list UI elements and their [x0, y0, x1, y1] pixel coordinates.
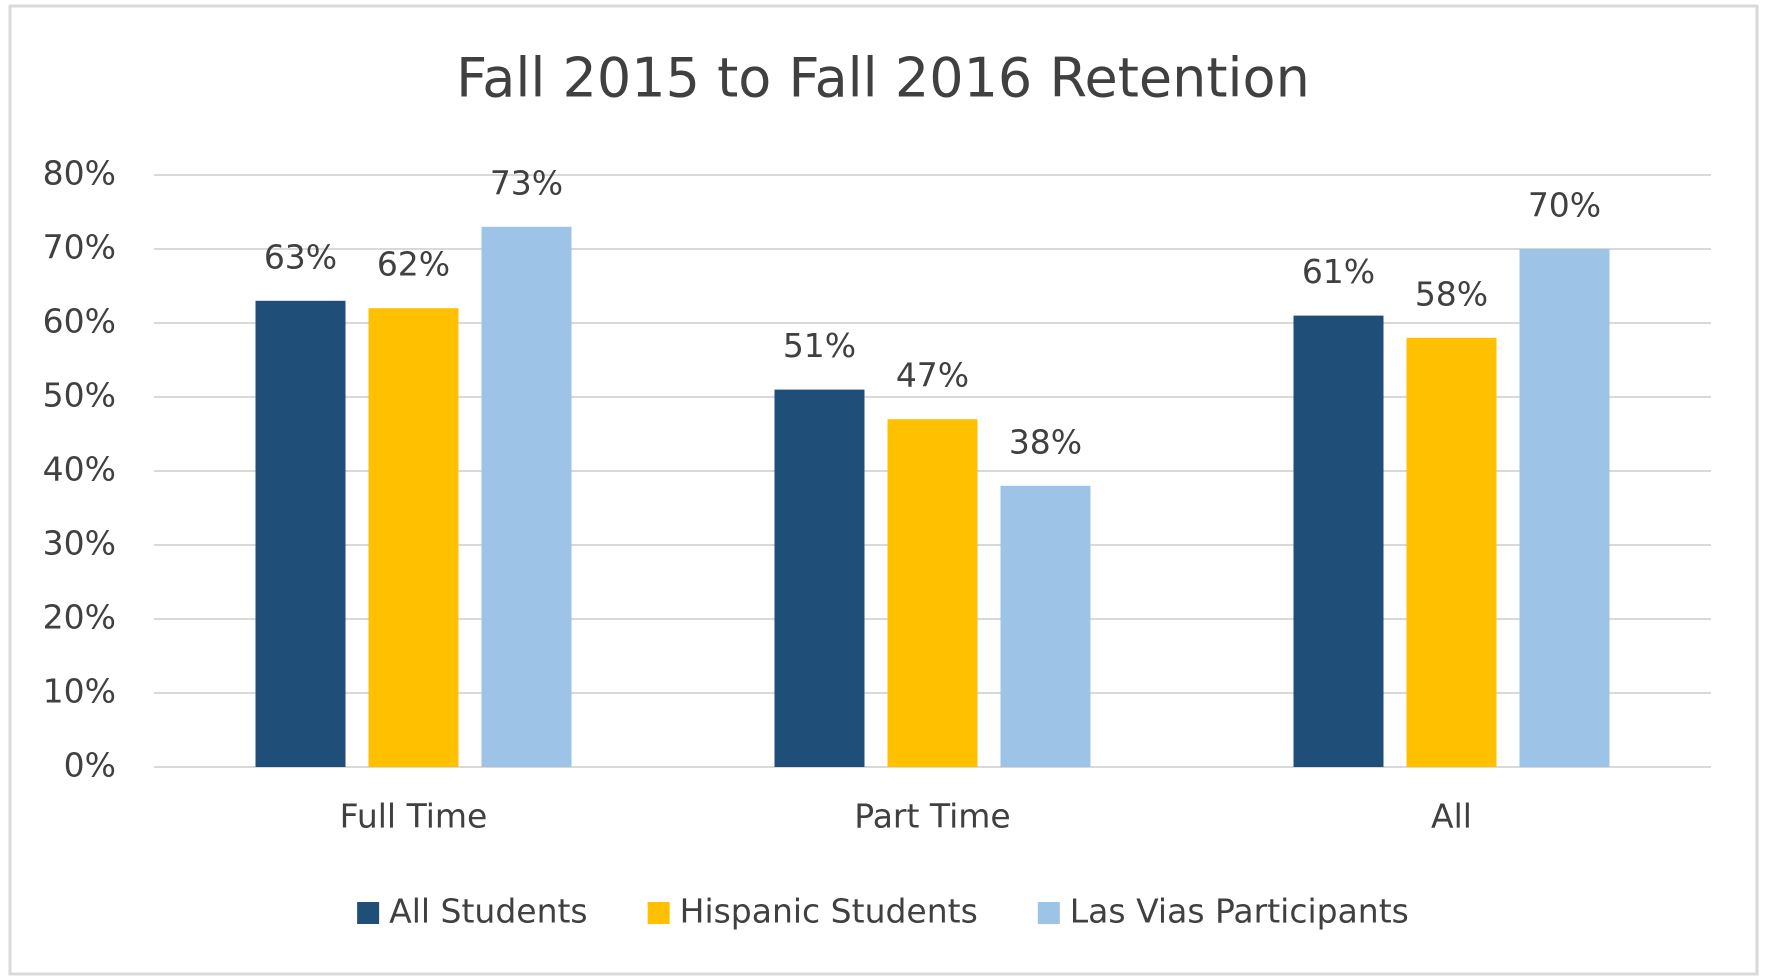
- legend-label: Las Vias Participants: [1070, 892, 1409, 931]
- y-tick-label: 50%: [43, 376, 116, 415]
- bar: [887, 419, 978, 767]
- bar: [1293, 315, 1384, 767]
- bar: [774, 389, 865, 767]
- bar: [1519, 249, 1610, 767]
- data-label: 73%: [490, 163, 563, 202]
- data-label: 61%: [1302, 252, 1375, 291]
- bar: [255, 300, 346, 767]
- y-tick-label: 80%: [43, 154, 116, 193]
- data-label: 62%: [377, 245, 450, 284]
- bar: [481, 226, 572, 768]
- chart-title: Fall 2015 to Fall 2016 Retention: [456, 47, 1310, 110]
- bar: [1406, 337, 1497, 767]
- y-tick-label: 10%: [43, 672, 116, 711]
- bar: [1000, 485, 1091, 767]
- x-tick-label: Part Time: [854, 797, 1010, 836]
- data-label: 58%: [1415, 274, 1488, 313]
- legend-swatch: [647, 902, 670, 924]
- data-label: 70%: [1528, 186, 1601, 225]
- x-tick-label: All: [1431, 797, 1472, 836]
- bar: [368, 308, 459, 767]
- y-tick-label: 0%: [64, 746, 116, 785]
- x-tick-label: Full Time: [340, 797, 488, 836]
- legend-label: Hispanic Students: [680, 892, 978, 931]
- legend-swatch: [1037, 902, 1060, 924]
- y-tick-label: 20%: [43, 598, 116, 637]
- y-tick-label: 30%: [43, 524, 116, 563]
- legend-label: All Students: [389, 892, 588, 931]
- data-label: 47%: [896, 356, 969, 395]
- y-tick-label: 70%: [43, 228, 116, 267]
- data-label: 51%: [783, 326, 856, 365]
- data-label: 63%: [264, 237, 337, 276]
- legend-swatch: [357, 902, 380, 924]
- y-tick-label: 40%: [43, 450, 116, 489]
- data-label: 38%: [1009, 422, 1082, 461]
- y-tick-label: 60%: [43, 302, 116, 341]
